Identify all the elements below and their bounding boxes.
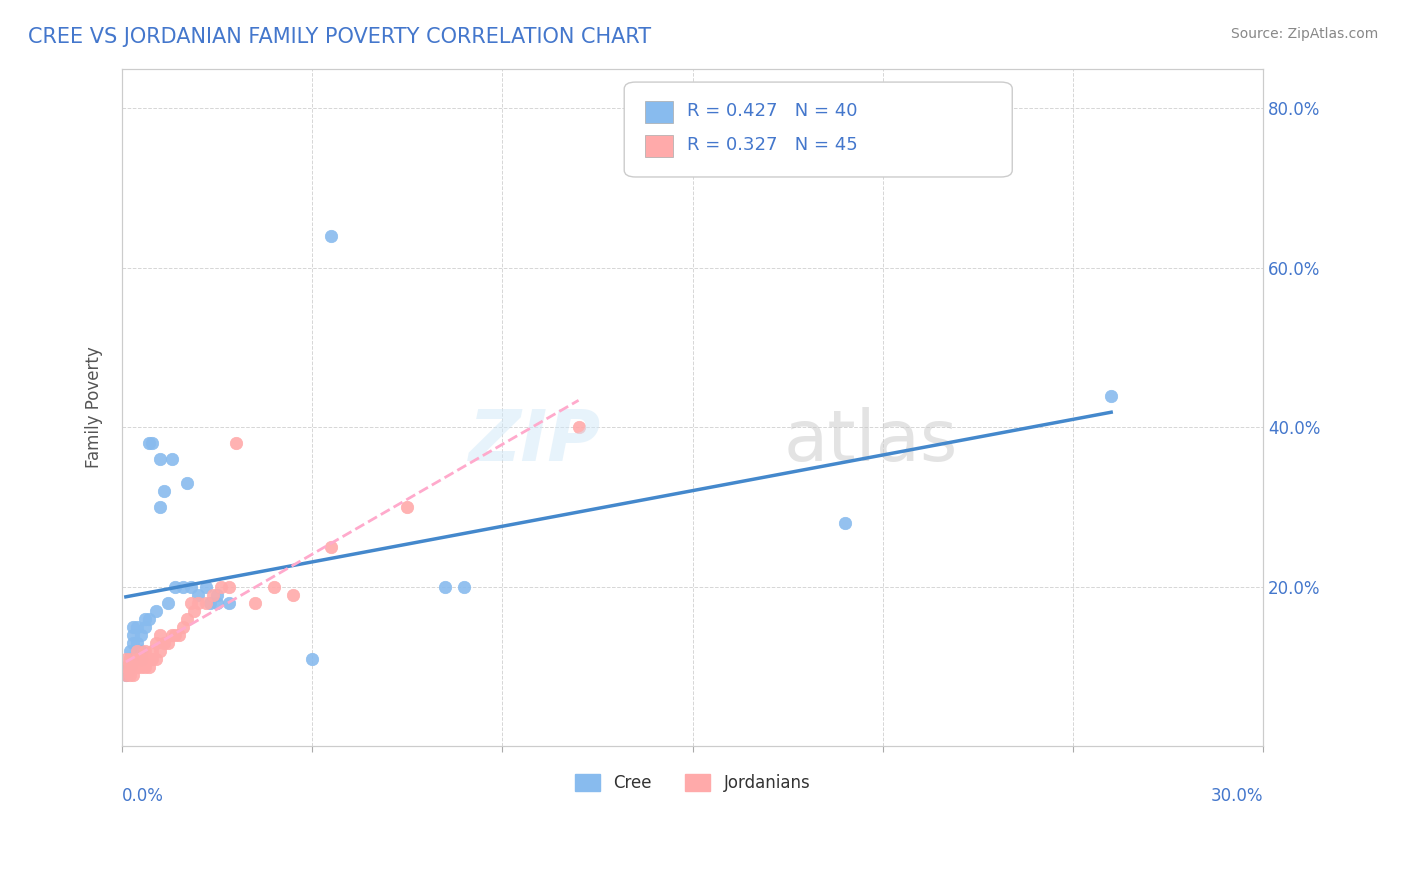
- Legend: Cree, Jordanians: Cree, Jordanians: [568, 768, 817, 799]
- Point: [129, 651, 152, 665]
- Point: [176, 612, 198, 626]
- Text: 0.0%: 0.0%: [122, 787, 165, 805]
- Text: atlas: atlas: [785, 407, 959, 475]
- Point: [127, 644, 149, 658]
- Point: [141, 651, 163, 665]
- Point: [141, 436, 163, 450]
- Point: [194, 596, 217, 610]
- FancyBboxPatch shape: [624, 82, 1012, 177]
- Point: [160, 452, 183, 467]
- Point: [834, 516, 856, 530]
- Point: [134, 659, 156, 673]
- Point: [167, 628, 190, 642]
- Point: [218, 596, 240, 610]
- Point: [205, 588, 228, 602]
- Point: [301, 651, 323, 665]
- Text: CREE VS JORDANIAN FAMILY POVERTY CORRELATION CHART: CREE VS JORDANIAN FAMILY POVERTY CORRELA…: [28, 27, 651, 46]
- Point: [118, 651, 141, 665]
- Point: [180, 596, 202, 610]
- Point: [127, 636, 149, 650]
- Point: [138, 436, 160, 450]
- Point: [453, 580, 475, 594]
- Point: [115, 651, 138, 665]
- Point: [149, 644, 172, 658]
- Point: [263, 580, 285, 594]
- Point: [176, 476, 198, 491]
- Point: [118, 644, 141, 658]
- Point: [145, 604, 167, 618]
- Point: [198, 596, 221, 610]
- Point: [187, 588, 209, 602]
- Point: [283, 588, 305, 602]
- Point: [115, 659, 138, 673]
- Point: [118, 659, 141, 673]
- Point: [172, 620, 194, 634]
- Point: [129, 628, 152, 642]
- Point: [160, 628, 183, 642]
- Point: [122, 667, 145, 681]
- Point: [165, 628, 187, 642]
- Point: [138, 612, 160, 626]
- Point: [122, 628, 145, 642]
- Point: [129, 644, 152, 658]
- Point: [245, 596, 267, 610]
- Point: [187, 596, 209, 610]
- Point: [183, 604, 205, 618]
- Point: [145, 651, 167, 665]
- Point: [434, 580, 457, 594]
- Point: [149, 500, 172, 515]
- Text: R = 0.427   N = 40: R = 0.427 N = 40: [688, 103, 858, 120]
- Point: [165, 580, 187, 594]
- Point: [153, 484, 176, 499]
- Point: [321, 540, 343, 554]
- Point: [115, 667, 138, 681]
- Point: [321, 229, 343, 244]
- Point: [118, 667, 141, 681]
- Point: [156, 636, 179, 650]
- FancyBboxPatch shape: [645, 101, 673, 123]
- Point: [115, 659, 138, 673]
- Text: Source: ZipAtlas.com: Source: ZipAtlas.com: [1230, 27, 1378, 41]
- Point: [129, 651, 152, 665]
- Y-axis label: Family Poverty: Family Poverty: [86, 347, 103, 468]
- Text: R = 0.327   N = 45: R = 0.327 N = 45: [688, 136, 858, 154]
- Point: [122, 620, 145, 634]
- Point: [127, 620, 149, 634]
- Point: [134, 651, 156, 665]
- Point: [127, 659, 149, 673]
- Point: [180, 580, 202, 594]
- Point: [156, 596, 179, 610]
- Point: [138, 651, 160, 665]
- Point: [205, 596, 228, 610]
- Text: ZIP: ZIP: [470, 407, 602, 475]
- Point: [134, 644, 156, 658]
- Point: [153, 636, 176, 650]
- Point: [396, 500, 419, 515]
- Point: [225, 436, 247, 450]
- Text: 30.0%: 30.0%: [1211, 787, 1264, 805]
- FancyBboxPatch shape: [645, 135, 673, 157]
- Point: [145, 636, 167, 650]
- Point: [567, 420, 589, 434]
- Point: [118, 651, 141, 665]
- Point: [127, 651, 149, 665]
- Point: [129, 659, 152, 673]
- Point: [194, 580, 217, 594]
- Point: [134, 620, 156, 634]
- Point: [118, 659, 141, 673]
- Point: [202, 588, 225, 602]
- Point: [141, 644, 163, 658]
- Point: [172, 580, 194, 594]
- Point: [149, 452, 172, 467]
- Point: [122, 636, 145, 650]
- Point: [115, 667, 138, 681]
- Point: [209, 580, 232, 594]
- Point: [149, 628, 172, 642]
- Point: [138, 659, 160, 673]
- Point: [134, 612, 156, 626]
- Point: [218, 580, 240, 594]
- Point: [122, 659, 145, 673]
- Point: [1099, 388, 1122, 402]
